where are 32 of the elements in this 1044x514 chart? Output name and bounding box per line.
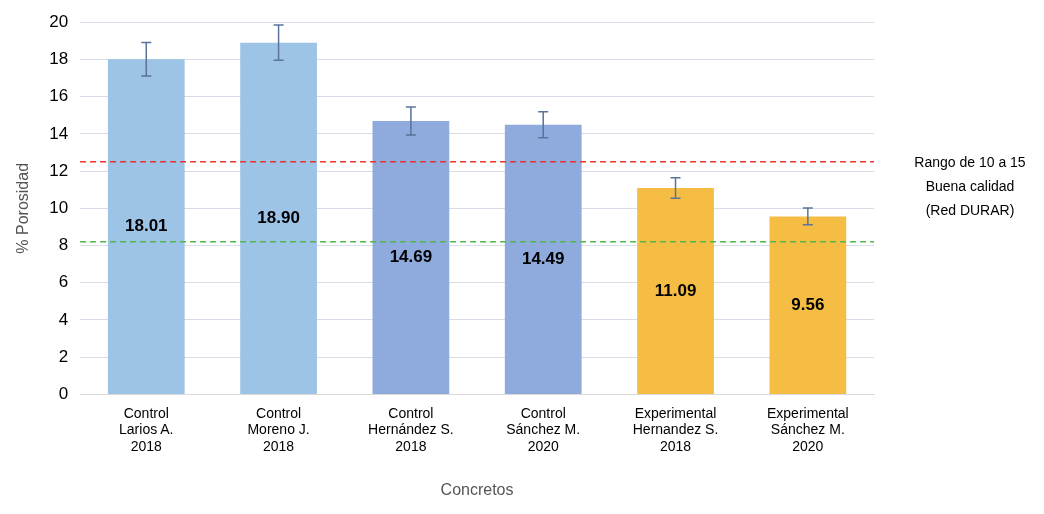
data-label: 14.49 <box>521 249 565 269</box>
y-tick-label: 0 <box>58 384 69 404</box>
y-tick-label: 16 <box>49 86 69 106</box>
y-tick-label: 4 <box>58 309 69 329</box>
y-axis-title: % Porosidad <box>14 162 32 254</box>
x-tick-label: Control Sánchez M. 2020 <box>506 404 581 455</box>
bar <box>240 42 317 394</box>
x-tick-label: Control Larios A. 2018 <box>119 404 174 455</box>
data-label: 14.69 <box>389 247 433 267</box>
data-label: 18.01 <box>124 216 168 236</box>
x-tick-label: Control Moreno J. 2018 <box>247 404 310 455</box>
y-tick-label: 12 <box>49 160 69 180</box>
x-tick-label: Experimental Hernandez S. 2018 <box>632 404 719 455</box>
bar <box>637 188 714 394</box>
data-label: 9.56 <box>791 294 825 314</box>
data-label: 11.09 <box>654 280 697 300</box>
x-tick-label: Control Hernández S. 2018 <box>368 404 454 455</box>
x-tick-label: Experimental Sánchez M. 2020 <box>766 404 849 455</box>
data-label: 18.90 <box>257 207 300 227</box>
bar <box>372 121 450 394</box>
y-tick-label: 2 <box>58 346 69 366</box>
y-tick-label: 18 <box>49 49 69 69</box>
y-tick-label: 8 <box>58 235 69 255</box>
bar <box>504 124 582 394</box>
bar <box>769 216 847 394</box>
text: Rango de 10 a 15 Buena calidad (Red DURAR) <box>913 153 1027 220</box>
y-tick-label: 14 <box>49 123 69 143</box>
bar <box>107 59 185 394</box>
y-tick-label: 20 <box>49 11 69 31</box>
y-tick-label: 6 <box>58 272 69 292</box>
x-axis-title: Concretos <box>440 480 514 498</box>
y-tick-label: 10 <box>49 197 69 217</box>
